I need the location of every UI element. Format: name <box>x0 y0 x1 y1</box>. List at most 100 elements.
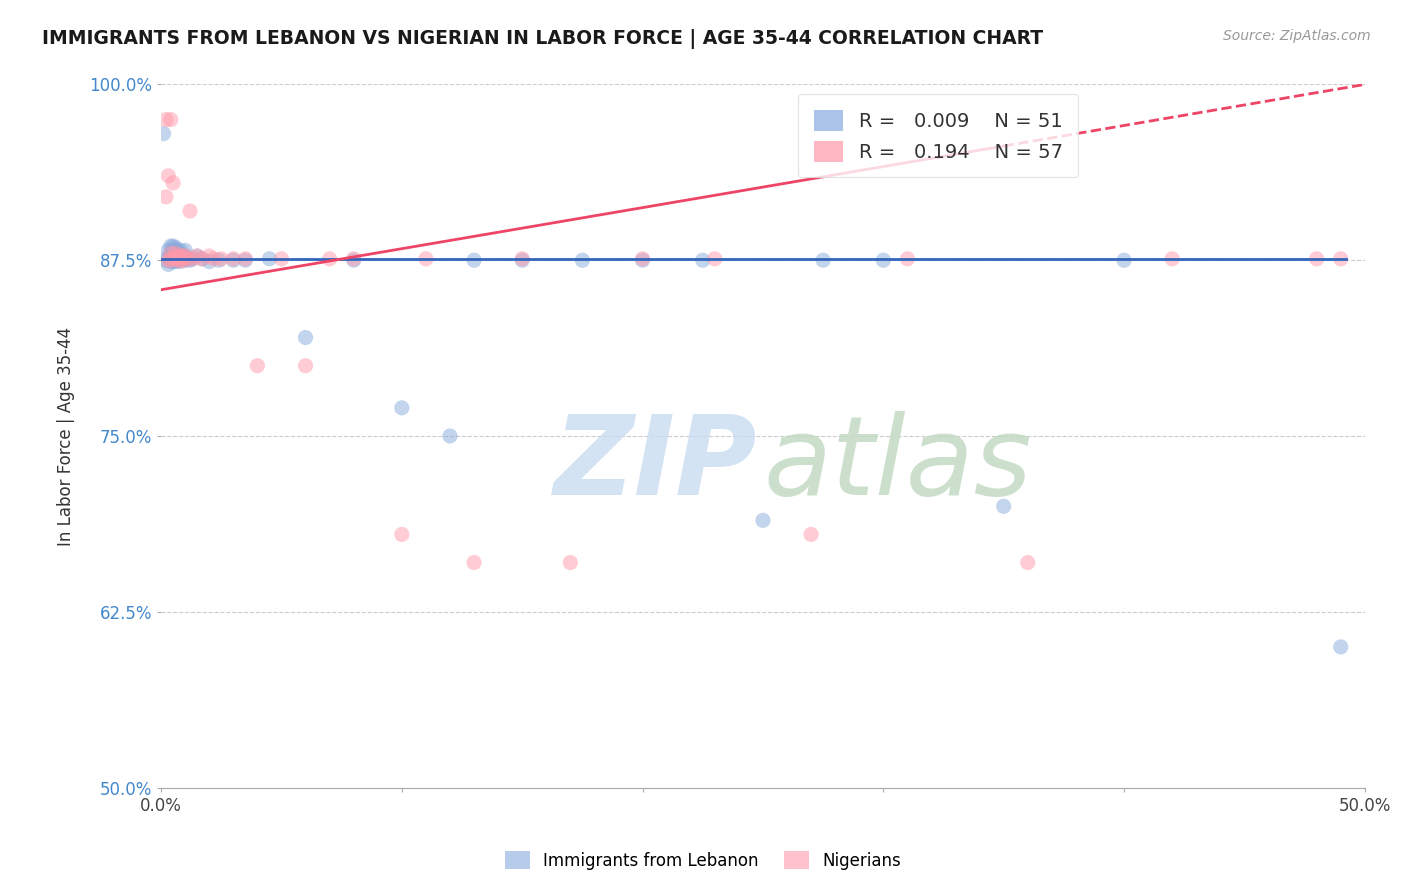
Point <box>208 253 231 268</box>
Point <box>343 252 366 266</box>
Point <box>162 176 184 190</box>
Point <box>235 253 257 268</box>
Point <box>993 500 1015 514</box>
Point <box>165 244 187 258</box>
Point <box>343 253 366 268</box>
Point <box>165 254 187 268</box>
Point <box>155 190 177 204</box>
Text: atlas: atlas <box>763 410 1032 517</box>
Point <box>152 127 174 141</box>
Point <box>176 252 198 266</box>
Point <box>167 253 190 268</box>
Point <box>235 252 257 266</box>
Point <box>157 244 180 258</box>
Point <box>318 252 340 266</box>
Point <box>157 257 180 271</box>
Point <box>631 252 654 266</box>
Point <box>162 249 184 263</box>
Point <box>167 249 190 263</box>
Point <box>169 249 191 263</box>
Point <box>202 252 225 266</box>
Point <box>198 249 221 263</box>
Point <box>872 253 894 268</box>
Point <box>191 252 214 266</box>
Point <box>169 253 191 268</box>
Point <box>174 249 197 263</box>
Point <box>162 254 184 268</box>
Point <box>174 253 197 268</box>
Legend: R =   0.009    N = 51, R =   0.194    N = 57: R = 0.009 N = 51, R = 0.194 N = 57 <box>799 95 1078 178</box>
Point <box>167 253 190 268</box>
Point <box>159 239 181 253</box>
Point <box>169 249 191 263</box>
Point <box>159 246 181 260</box>
Point <box>159 253 181 268</box>
Point <box>703 252 725 266</box>
Point <box>186 249 208 263</box>
Point <box>510 252 533 266</box>
Point <box>198 254 221 268</box>
Point <box>571 253 593 268</box>
Point <box>391 401 413 415</box>
Point <box>463 253 485 268</box>
Text: Source: ZipAtlas.com: Source: ZipAtlas.com <box>1223 29 1371 43</box>
Point <box>439 429 461 443</box>
Point <box>169 244 191 258</box>
Point <box>155 253 177 268</box>
Point <box>270 252 292 266</box>
Point <box>800 527 823 541</box>
Point <box>157 253 180 268</box>
Point <box>560 556 582 570</box>
Point <box>157 169 180 183</box>
Point <box>181 252 204 266</box>
Point <box>174 249 197 263</box>
Point <box>179 253 201 268</box>
Point <box>1112 253 1135 268</box>
Point <box>415 252 437 266</box>
Point <box>752 513 775 527</box>
Point <box>179 204 201 219</box>
Legend: Immigrants from Lebanon, Nigerians: Immigrants from Lebanon, Nigerians <box>498 845 908 877</box>
Point <box>259 252 281 266</box>
Point <box>1330 252 1353 266</box>
Point <box>162 244 184 258</box>
Point <box>692 253 714 268</box>
Point <box>191 252 214 266</box>
Point <box>896 252 918 266</box>
Point <box>172 253 194 268</box>
Point <box>165 252 187 266</box>
Point <box>155 112 177 127</box>
Point <box>159 112 181 127</box>
Point <box>463 556 485 570</box>
Point <box>176 252 198 266</box>
Point <box>181 252 204 266</box>
Point <box>294 359 316 373</box>
Point <box>172 249 194 263</box>
Point <box>169 254 191 268</box>
Point <box>167 244 190 258</box>
Point <box>1305 252 1327 266</box>
Point <box>222 252 245 266</box>
Point <box>222 253 245 268</box>
Point <box>159 254 181 268</box>
Point <box>165 252 187 266</box>
Point <box>209 252 232 266</box>
Point <box>1161 252 1184 266</box>
Point <box>157 251 180 265</box>
Text: IMMIGRANTS FROM LEBANON VS NIGERIAN IN LABOR FORCE | AGE 35-44 CORRELATION CHART: IMMIGRANTS FROM LEBANON VS NIGERIAN IN L… <box>42 29 1043 48</box>
Point <box>159 246 181 260</box>
Point <box>162 251 184 265</box>
Text: ZIP: ZIP <box>554 410 756 517</box>
Point <box>294 330 316 344</box>
Point <box>186 249 208 263</box>
Point <box>510 253 533 268</box>
Point <box>631 253 654 268</box>
Point <box>165 246 187 260</box>
Point <box>172 249 194 263</box>
Point <box>246 359 269 373</box>
Point <box>391 527 413 541</box>
Point <box>165 247 187 261</box>
Point <box>165 241 187 255</box>
Y-axis label: In Labor Force | Age 35-44: In Labor Force | Age 35-44 <box>58 326 75 546</box>
Point <box>1330 640 1353 654</box>
